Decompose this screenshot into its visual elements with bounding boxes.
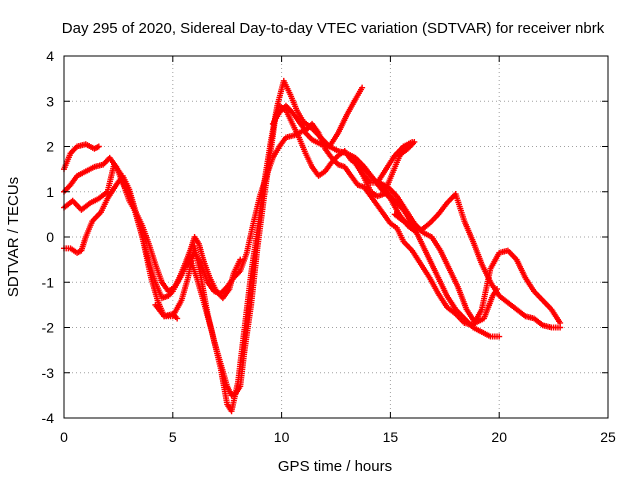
series-track-7	[269, 102, 564, 329]
x-tick-label: 25	[600, 429, 616, 445]
x-axis-ticks: 0 5 10 15 20 25	[60, 56, 616, 445]
y-tick-label: 1	[46, 184, 54, 200]
x-axis-label: GPS time / hours	[278, 458, 392, 475]
x-tick-label: 15	[383, 429, 399, 445]
y-tick-label: 0	[46, 229, 54, 245]
x-tick-label: 0	[60, 429, 68, 445]
chart-title: Day 295 of 2020, Sidereal Day-to-day VTE…	[62, 20, 605, 37]
y-tick-label: -1	[42, 274, 55, 290]
series-track-12	[374, 141, 416, 186]
data-point	[496, 333, 503, 340]
series-track-9	[350, 157, 501, 326]
series-track-10	[391, 191, 564, 331]
y-tick-label: -2	[42, 320, 55, 336]
series-track-4	[61, 127, 420, 297]
x-tick-label: 20	[491, 429, 507, 445]
data-point	[409, 141, 416, 148]
data-marks	[61, 77, 564, 415]
data-point	[237, 256, 244, 263]
x-tick-label: 5	[169, 429, 177, 445]
y-tick-label: 4	[46, 48, 54, 64]
data-point	[557, 324, 564, 331]
data-point	[174, 315, 181, 322]
y-tick-label: -3	[42, 365, 55, 381]
y-tick-label: 3	[46, 93, 54, 109]
data-point	[359, 84, 366, 91]
y-tick-label: 2	[46, 139, 54, 155]
data-point	[95, 143, 102, 150]
grid-lines	[64, 56, 608, 418]
series-track-8	[356, 161, 503, 340]
y-tick-label: -4	[42, 410, 55, 426]
x-tick-label: 10	[274, 429, 290, 445]
series-track-5	[152, 102, 416, 399]
y-axis-ticks: -4 -3 -2 -1 0 1 2 3 4	[42, 48, 608, 426]
y-axis-label: SDTVAR / TECUs	[5, 177, 22, 297]
